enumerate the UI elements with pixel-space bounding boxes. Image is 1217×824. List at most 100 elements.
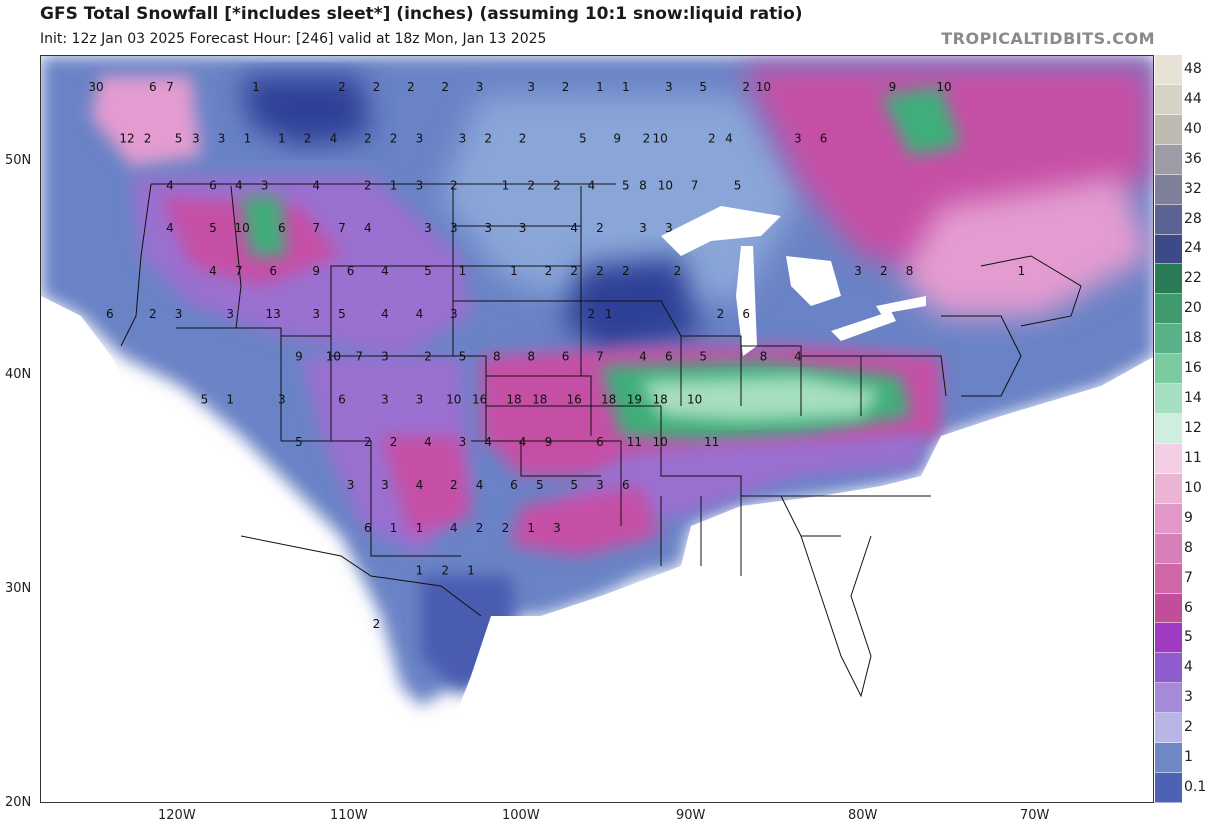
snowfall-value: 3 [416, 392, 424, 406]
snowfall-value: 3 [527, 80, 535, 94]
snowfall-value: 3 [665, 221, 673, 235]
snowfall-value: 6 [149, 80, 157, 94]
lon-label-110w: 110W [330, 808, 368, 823]
lon-label-80w: 80W [848, 808, 878, 823]
florida [800, 535, 872, 698]
snowfall-value: 5 [579, 131, 587, 145]
snowfall-value: 5 [338, 307, 346, 321]
snowfall-value: 6 [209, 178, 217, 192]
snowfall-value: 2 [441, 80, 449, 94]
snowfall-value: 2 [562, 80, 570, 94]
snowfall-value: 1 [1018, 264, 1026, 278]
snowfall-value: 10 [446, 392, 461, 406]
lat-label-20n: 20N [5, 795, 32, 810]
snowfall-value: 4 [381, 264, 389, 278]
colorbar-swatch [1155, 114, 1182, 145]
colorbar-label: 48 [1184, 60, 1202, 77]
colorbar-label: 36 [1184, 150, 1202, 167]
colorbar-swatch [1155, 204, 1182, 235]
snowfall-value: 3 [459, 131, 467, 145]
snowfall-value: 4 [424, 435, 432, 449]
snowfall-value: 16 [472, 392, 487, 406]
snowfall-value: 10 [658, 178, 673, 192]
colorbar-label: 3 [1184, 689, 1193, 706]
snowfall-value: 9 [545, 435, 553, 449]
snowfall-value: 8 [639, 178, 647, 192]
snowfall-value: 10 [936, 80, 951, 94]
ok-tx [471, 440, 622, 526]
snowfall-value: 19 [627, 392, 642, 406]
snowfall-value: 6 [665, 350, 673, 364]
snowfall-value: 7 [312, 221, 320, 235]
snowfall-value: 5 [622, 178, 630, 192]
wa-id-border [230, 185, 242, 329]
snowfall-value: 4 [209, 264, 217, 278]
dakotas [452, 186, 581, 302]
west-coast-line [120, 183, 152, 347]
colorbar-label: 44 [1184, 90, 1202, 107]
snowfall-value: 1 [502, 178, 510, 192]
colorbar-label: 12 [1184, 420, 1202, 436]
snowfall-value: 16 [567, 392, 582, 406]
snowfall-value: 3 [450, 307, 458, 321]
lat-label-40n: 40N [5, 367, 32, 382]
snowfall-value: 2 [338, 80, 346, 94]
lon-label-120w: 120W [158, 808, 196, 823]
snowfall-value: 8 [493, 350, 501, 364]
snowfall-value: 6 [742, 307, 750, 321]
snowfall-value: 6 [338, 392, 346, 406]
snowfall-value: 1 [416, 521, 424, 535]
snowfall-value: 10 [687, 392, 702, 406]
ny-nj [941, 315, 1022, 397]
snowfall-value: 6 [820, 131, 828, 145]
snowfall-value: 7 [355, 350, 363, 364]
snowfall-value: 5 [459, 350, 467, 364]
snowfall-value: 2 [476, 521, 484, 535]
snowfall-value: 1 [278, 131, 286, 145]
lake-huron [786, 256, 841, 306]
colorbar-swatch [1155, 503, 1182, 534]
snowfall-value: 2 [643, 131, 651, 145]
colorbar-swatch [1155, 653, 1182, 684]
snowfall-map[interactable]: 30 6 7 1 2 2 2 2 3 3 2 1 1 3 5 2 10 9 10 12 2 5 3 3 1 1 2 4 2 2 3 3 2 2 5 9… [40, 55, 1154, 803]
snowfall-value: 3 [476, 80, 484, 94]
snowfall-value: 3 [347, 478, 355, 492]
snowfall-value: 2 [407, 80, 415, 94]
snowfall-value: 4 [330, 131, 338, 145]
snowfall-value: 2 [596, 264, 604, 278]
colorbar-label: 11 [1184, 449, 1202, 466]
colorbar-label: 1 [1184, 749, 1193, 766]
snowfall-value: 2 [674, 264, 682, 278]
az-nm [281, 440, 461, 557]
snowfall-value: 1 [244, 131, 252, 145]
colorbar-swatch [1155, 563, 1182, 594]
snowfall-value: 4 [588, 178, 596, 192]
snowfall-value: 3 [226, 307, 234, 321]
colorbar-swatch [1155, 264, 1182, 295]
colorbar-label: 40 [1184, 120, 1202, 137]
snowfall-value: 4 [312, 178, 320, 192]
snowfall-value: 3 [519, 221, 527, 235]
lake-michigan [736, 246, 757, 356]
colorbar-swatch [1155, 354, 1182, 385]
colorado [366, 355, 487, 441]
snowfall-value: 2 [553, 178, 561, 192]
snowfall-value: 6 [106, 307, 114, 321]
snowfall-value: 3 [312, 307, 320, 321]
colorbar-swatch [1155, 743, 1182, 774]
snowfall-value: 3 [459, 435, 467, 449]
colorbar-label: 14 [1184, 390, 1202, 407]
snowfall-value: 3 [192, 131, 200, 145]
southeast-clear [421, 357, 1153, 802]
snowfall-value: 2 [596, 221, 604, 235]
snowfall-value: 8 [906, 264, 914, 278]
snowfall-value: 9 [312, 264, 320, 278]
snowfall-value: 8 [760, 350, 768, 364]
snowfall-value: 2 [390, 131, 398, 145]
snowfall-value: 7 [338, 221, 346, 235]
colorbar-swatch [1155, 773, 1182, 803]
snowfall-value: 4 [416, 478, 424, 492]
snowfall-value: 1 [459, 264, 467, 278]
snowfall-value: 3 [261, 178, 269, 192]
snowfall-value: 6 [562, 350, 570, 364]
